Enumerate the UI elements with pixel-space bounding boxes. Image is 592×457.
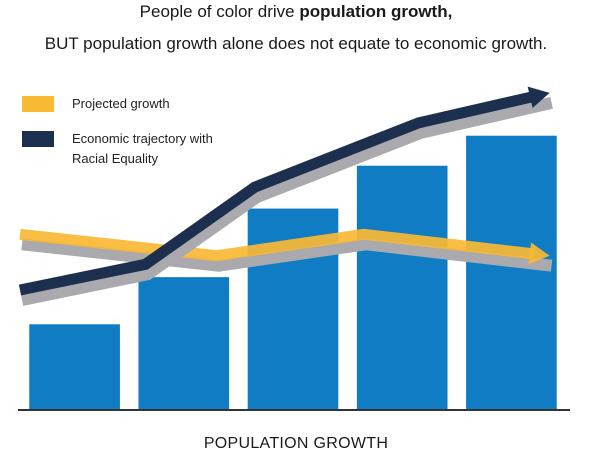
series-1-line	[19, 228, 535, 262]
legend-label-projected: Projected growth	[72, 96, 170, 111]
bar-5	[466, 135, 557, 410]
bar-group	[29, 135, 557, 410]
bar-2	[138, 277, 230, 410]
series-2-line	[18, 91, 536, 296]
series-1-shadow	[21, 238, 553, 272]
x-axis-label: POPULATION GROWTH	[203, 435, 389, 452]
bar-1	[29, 324, 120, 410]
series-1-arrowhead	[528, 242, 550, 265]
chart-title-line-2: BUT population growth alone does not equ…	[44, 34, 548, 53]
title-bold: population growth,	[299, 2, 453, 21]
bar-4	[356, 165, 448, 410]
legend-label-economic-line1: Economic trajectory with	[72, 131, 213, 146]
legend-swatch-economic	[22, 131, 54, 147]
title-prefix: People of color drive	[139, 2, 300, 21]
legend-label-economic-line2: Racial Equality	[72, 151, 158, 166]
legend-swatch-projected	[22, 96, 54, 112]
series-2-arrowhead	[527, 86, 550, 109]
line-group	[18, 86, 553, 306]
chart-title-line-1: People of color drive population growth,	[0, 2, 592, 22]
series-2-shadow	[20, 97, 553, 306]
